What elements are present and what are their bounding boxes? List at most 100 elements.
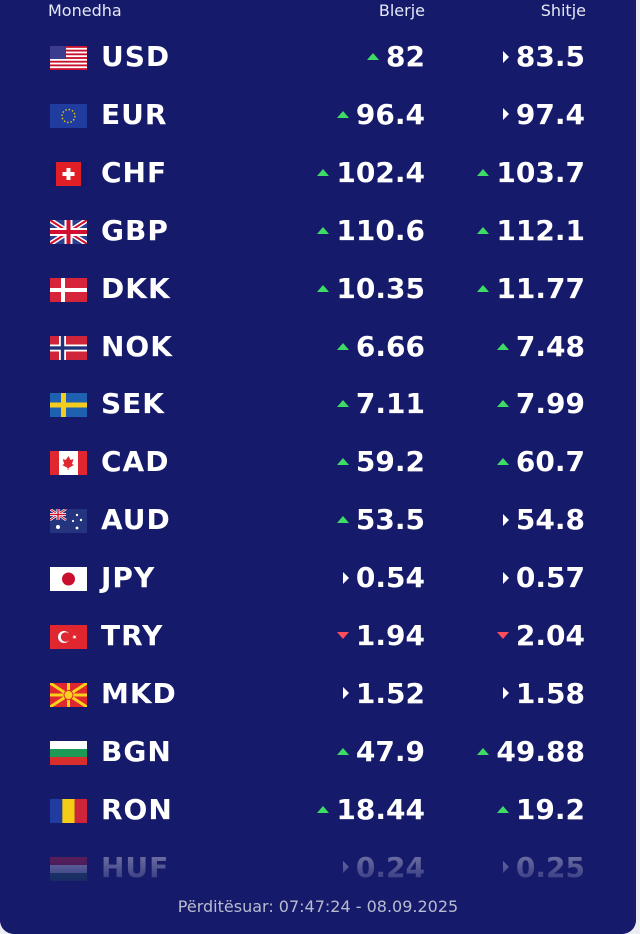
- header-buy: Blerje: [378, 1, 425, 20]
- tr-flag-icon: [50, 625, 87, 649]
- sell-rate: 83.5: [502, 40, 585, 73]
- buy-rate: 1.52: [342, 676, 425, 710]
- buy-rate: 6.66: [336, 329, 425, 363]
- header-currency: Monedha: [48, 1, 122, 20]
- currency-code: NOK: [101, 329, 173, 363]
- rate-row-dkk: DKK 10.35 11.77: [0, 266, 636, 324]
- arrow-up-icon: [477, 747, 490, 755]
- arrow-right-icon: [502, 687, 509, 700]
- buy-value: 102.4: [336, 155, 425, 189]
- gb-flag-icon: [50, 219, 87, 244]
- sell-rate: 112.1: [477, 214, 585, 247]
- arrow-up-icon: [477, 226, 490, 234]
- sell-value: 1.58: [515, 676, 585, 710]
- buy-rate: 102.4: [317, 156, 425, 189]
- no-flag-icon: [50, 335, 87, 360]
- eu-flag-icon: [50, 103, 87, 128]
- bg-flag-icon: [50, 740, 87, 765]
- sell-value: 60.7: [515, 445, 585, 479]
- arrow-right-icon: [502, 108, 509, 121]
- buy-value: 6.66: [355, 329, 425, 363]
- sell-value: 19.2: [515, 792, 585, 826]
- buy-rate: 53.5: [336, 503, 425, 537]
- rate-row-mkd: MKD 1.52 1.58: [0, 671, 636, 729]
- sell-rate: 54.8: [502, 503, 585, 537]
- sell-value: 54.8: [515, 503, 585, 537]
- arrow-up-icon: [336, 516, 349, 524]
- last-updated: Përditësuar: 07:47:24 - 08.09.2025: [177, 897, 459, 916]
- buy-value: 7.11: [355, 387, 425, 421]
- rate-row-nok: NOK 6.66 7.48: [0, 324, 636, 382]
- dk-flag-icon: [50, 277, 87, 302]
- sell-rate: 60.7: [496, 445, 585, 479]
- currency-code: MKD: [101, 676, 177, 710]
- ch-flag-icon: [50, 161, 87, 186]
- arrow-right-icon: [502, 571, 509, 584]
- buy-value: 0.54: [355, 561, 425, 595]
- buy-rate: 47.9: [336, 734, 425, 768]
- arrow-right-icon: [502, 861, 509, 874]
- sell-rate: 97.4: [502, 97, 585, 131]
- currency-code: JPY: [101, 561, 156, 595]
- header-sell: Shitje: [540, 1, 586, 20]
- ro-flag-icon: [50, 798, 87, 823]
- arrow-right-icon: [502, 513, 509, 526]
- sell-value: 11.77: [496, 271, 585, 305]
- buy-value: 59.2: [355, 445, 425, 479]
- se-flag-icon: [50, 393, 87, 418]
- arrow-up-icon: [477, 168, 490, 176]
- buy-rate: 7.11: [336, 387, 425, 421]
- sell-rate: 11.77: [477, 272, 585, 305]
- rate-row-jpy: JPY 0.54 0.57: [0, 555, 636, 613]
- rate-row-sek: SEK 7.11 7.99: [0, 381, 636, 439]
- sell-value: 0.57: [515, 561, 585, 595]
- sell-value: 7.48: [515, 329, 585, 363]
- sell-rate: 103.7: [477, 156, 585, 189]
- rate-row-usd: USD 82 83.5: [0, 34, 636, 92]
- rate-row-bgn: BGN 47.9 49.88: [0, 729, 636, 787]
- sell-value: 0.25: [515, 850, 585, 884]
- arrow-right-icon: [502, 50, 509, 63]
- currency-code: CAD: [101, 445, 170, 479]
- ca-flag-icon: [50, 451, 87, 476]
- sell-value: 112.1: [496, 213, 585, 247]
- currency-code: USD: [101, 40, 171, 73]
- currency-code: CHF: [101, 155, 168, 189]
- buy-value: 53.5: [355, 503, 425, 537]
- table-header: Monedha Blerje Shitje: [0, 0, 636, 24]
- sell-rate: 49.88: [477, 735, 585, 768]
- arrow-up-icon: [336, 400, 349, 408]
- sell-rate: 0.25: [502, 850, 585, 884]
- rate-row-cad: CAD 59.2 60.7: [0, 439, 636, 497]
- buy-value: 10.35: [336, 271, 425, 305]
- rate-row-gbp: GBP 110.6 112.1: [0, 208, 636, 266]
- arrow-up-icon: [336, 342, 349, 350]
- arrow-up-icon: [496, 458, 509, 466]
- sell-value: 83.5: [515, 40, 585, 73]
- arrow-up-icon: [336, 458, 349, 466]
- rate-row-chf: CHF 102.4 103.7: [0, 150, 636, 208]
- buy-value: 18.44: [336, 792, 425, 826]
- sell-rate: 0.57: [502, 561, 585, 595]
- currency-code: GBP: [101, 213, 169, 247]
- currency-code: DKK: [101, 271, 171, 305]
- sell-value: 97.4: [515, 97, 585, 131]
- arrow-up-icon: [336, 747, 349, 755]
- arrow-right-icon: [342, 687, 349, 700]
- currency-code: BGN: [101, 734, 172, 768]
- buy-rate: 96.4: [336, 98, 425, 131]
- currency-code: AUD: [101, 503, 171, 537]
- arrow-up-icon: [496, 805, 509, 813]
- buy-value: 1.52: [355, 676, 425, 710]
- buy-rate: 82: [367, 40, 425, 73]
- currency-code: RON: [101, 792, 173, 826]
- arrow-up-icon: [317, 226, 330, 234]
- currency-code: SEK: [101, 387, 165, 421]
- jp-flag-icon: [50, 567, 87, 592]
- buy-value: 47.9: [355, 734, 425, 768]
- rate-row-try: TRY 1.94 2.04: [0, 613, 636, 671]
- rate-row-aud: AUD 53.5 54.8: [0, 497, 636, 555]
- buy-rate: 59.2: [336, 445, 425, 479]
- sell-rate: 7.48: [496, 329, 585, 363]
